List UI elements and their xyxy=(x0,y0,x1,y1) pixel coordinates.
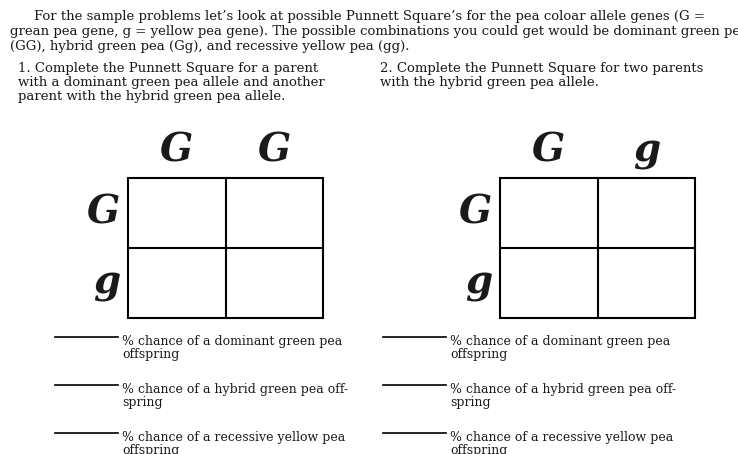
Text: % chance of a recessive yellow pea: % chance of a recessive yellow pea xyxy=(450,431,673,444)
Text: % chance of a hybrid green pea off-: % chance of a hybrid green pea off- xyxy=(450,383,676,396)
Text: g: g xyxy=(632,132,660,170)
Text: with a dominant green pea allele and another: with a dominant green pea allele and ano… xyxy=(18,76,325,89)
Bar xyxy=(500,178,695,318)
Text: For the sample problems let’s look at possible Punnett Square’s for the pea colo: For the sample problems let’s look at po… xyxy=(33,10,705,23)
Text: offspring: offspring xyxy=(122,444,179,454)
Text: offspring: offspring xyxy=(450,348,508,361)
Text: % chance of a recessive yellow pea: % chance of a recessive yellow pea xyxy=(122,431,345,444)
Text: G: G xyxy=(87,194,120,232)
Text: with the hybrid green pea allele.: with the hybrid green pea allele. xyxy=(380,76,599,89)
Text: G: G xyxy=(160,132,193,170)
Text: offspring: offspring xyxy=(450,444,508,454)
Text: % chance of a dominant green pea: % chance of a dominant green pea xyxy=(122,335,342,348)
Text: spring: spring xyxy=(122,396,162,409)
Text: g: g xyxy=(93,264,120,302)
Text: spring: spring xyxy=(450,396,491,409)
Text: parent with the hybrid green pea allele.: parent with the hybrid green pea allele. xyxy=(18,90,286,103)
Text: G: G xyxy=(258,132,291,170)
Text: grean pea gene, g = yellow pea gene). The possible combinations you could get wo: grean pea gene, g = yellow pea gene). Th… xyxy=(10,25,738,38)
Text: 1. Complete the Punnett Square for a parent: 1. Complete the Punnett Square for a par… xyxy=(18,62,318,75)
Text: G: G xyxy=(532,132,565,170)
Text: % chance of a hybrid green pea off-: % chance of a hybrid green pea off- xyxy=(122,383,348,396)
Text: offspring: offspring xyxy=(122,348,179,361)
Text: 2. Complete the Punnett Square for two parents: 2. Complete the Punnett Square for two p… xyxy=(380,62,703,75)
Text: % chance of a dominant green pea: % chance of a dominant green pea xyxy=(450,335,670,348)
Bar xyxy=(128,178,323,318)
Text: g: g xyxy=(465,264,492,302)
Text: G: G xyxy=(459,194,492,232)
Text: (GG), hybrid green pea (Gg), and recessive yellow pea (gg).: (GG), hybrid green pea (Gg), and recessi… xyxy=(10,40,410,53)
